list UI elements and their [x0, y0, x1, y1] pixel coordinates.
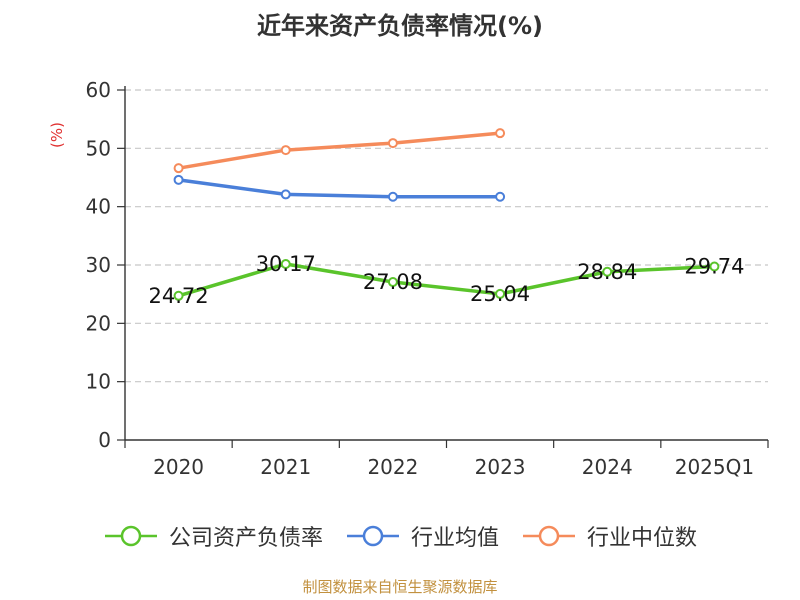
y-tick-label: 10: [86, 370, 111, 394]
y-tick-label: 40: [86, 195, 111, 219]
legend-item[interactable]: 行业均值: [345, 520, 499, 552]
legend-swatch-icon: [104, 525, 157, 547]
data-point: [280, 189, 291, 200]
data-point: [495, 288, 506, 299]
legend-label: 公司资产负债率: [168, 526, 323, 551]
x-tick-label: 2023: [475, 455, 526, 479]
data-point: [387, 138, 398, 149]
data-point: [495, 191, 506, 202]
x-tick-label: 2025Q1: [675, 455, 754, 479]
legend-swatch-marker: [538, 525, 560, 547]
x-tick-label: 2021: [260, 455, 311, 479]
data-label: 25.04: [470, 282, 530, 306]
legend-swatch-marker: [120, 525, 142, 547]
data-point: [280, 259, 291, 270]
data-point: [602, 266, 613, 277]
data-point: [387, 277, 398, 288]
data-point: [173, 174, 184, 185]
data-point: [387, 191, 398, 202]
y-tick-label: 30: [86, 253, 111, 277]
data-point: [173, 290, 184, 301]
legend-item[interactable]: 行业中位数: [521, 520, 697, 552]
source-note: 制图数据来自恒生聚源数据库: [302, 578, 498, 596]
legend-swatch-icon: [346, 525, 399, 547]
data-point: [173, 163, 184, 174]
x-tick-label: 2024: [582, 455, 633, 479]
data-label: 24.72: [149, 284, 209, 308]
legend-swatch-marker: [362, 525, 384, 547]
chart-title: 近年来资产负债率情况(%): [257, 12, 543, 40]
y-axis-label: (%): [48, 122, 66, 148]
data-label: 30.17: [256, 252, 316, 276]
legend: 公司资产负债率 行业均值 行业中位数: [0, 520, 800, 552]
series-line-2: [176, 131, 502, 170]
legend-label: 行业均值: [410, 526, 499, 551]
y-tick-label: 50: [86, 136, 111, 160]
data-label: 29.74: [684, 255, 744, 279]
legend-swatch-icon: [523, 525, 575, 547]
y-tick-label: 20: [86, 311, 111, 335]
series-line-0: [176, 262, 717, 298]
data-label: 27.08: [363, 270, 423, 294]
y-tick-label: 0: [98, 428, 111, 452]
legend-label: 行业中位数: [587, 526, 698, 551]
data-point: [495, 128, 506, 139]
legend-item[interactable]: 公司资产负债率: [103, 520, 323, 552]
y-tick-label: 60: [86, 78, 111, 102]
series-line-1: [176, 178, 502, 199]
data-point: [280, 145, 291, 156]
x-tick-label: 2022: [367, 455, 418, 479]
data-point: [709, 261, 720, 272]
x-tick-label: 2020: [153, 455, 204, 479]
data-label: 28.84: [577, 260, 637, 284]
